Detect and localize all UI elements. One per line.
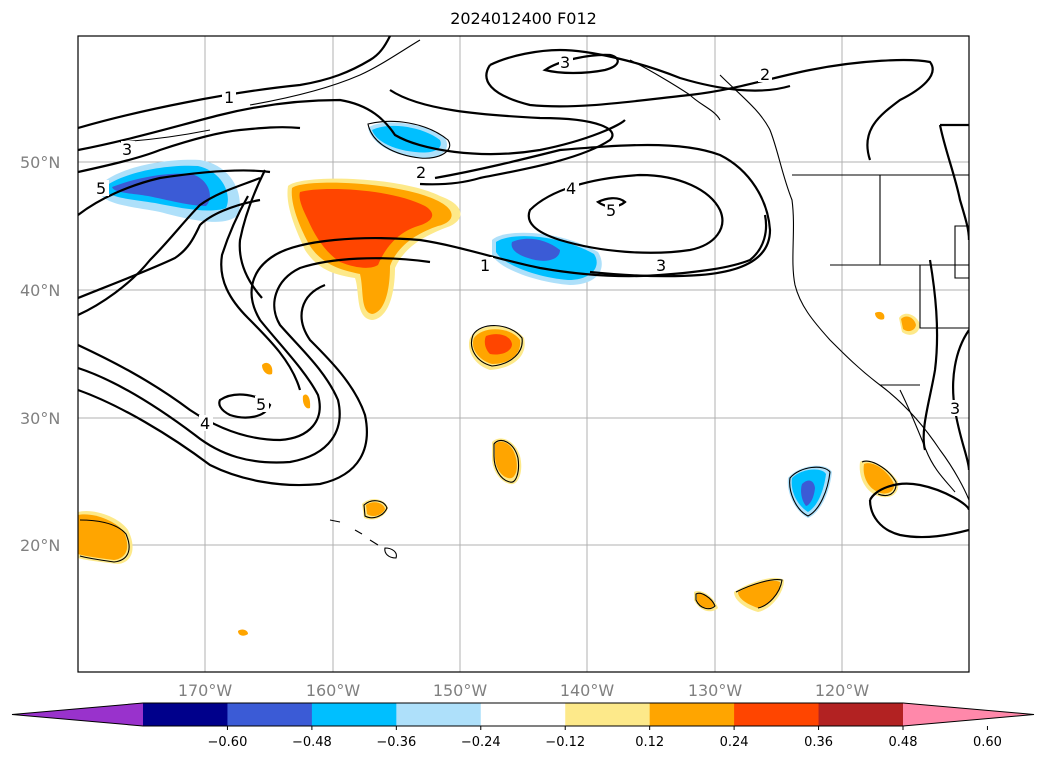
isoline-label: 3 [950,399,960,418]
isoline-label: 3 [656,256,666,275]
colorbar-tick-label: 0.48 [889,735,918,750]
lon-label: 170°W [178,681,233,700]
colorbar-swatch [396,703,482,726]
colorbar-swatch [227,703,313,726]
colorbar-extend-low [12,703,143,726]
colorbar-outline [11,702,1035,727]
isoline-label: 4 [200,414,210,433]
lon-label: 130°W [688,681,743,700]
colorbar-swatch [480,703,566,726]
colorbar-swatch [143,703,228,726]
colorbar-tick-label: 0.36 [804,735,833,750]
isoline-label: 1 [224,88,234,107]
colorbar-swatch [565,703,651,726]
colorbar-tick-label: 0.60 [973,735,1002,750]
colorbar-swatch [649,703,735,726]
map-title: 2024012400 F012 [450,9,597,28]
isoline-label: 2 [416,163,426,182]
colorbar-extend-high [903,703,1034,726]
lat-label: 20°N [20,536,60,555]
lon-label: 120°W [815,681,870,700]
colorbar-swatch [311,703,397,726]
coastlines [79,39,969,610]
isoline-label: 3 [122,140,132,159]
isoline-label: 2 [760,65,770,84]
colorbar-tick-label: 0.12 [635,735,664,750]
isoline-label: 3 [560,53,570,72]
isoline-label: 5 [606,201,616,220]
isoline-label: 5 [256,395,266,414]
anomaly-shading [78,122,920,636]
lat-label: 50°N [20,153,60,172]
isoline-labels: 1 1 2 2 3 3 3 3 4 4 5 5 5 [95,53,963,433]
longitude-labels: 170°W 160°W 150°W 140°W 130°W 120°W [178,681,870,700]
lat-label: 30°N [20,409,60,428]
colorbar-swatch [818,703,904,726]
lat-label: 40°N [20,281,60,300]
colorbar-tick-label: −0.24 [461,735,501,750]
isolines [78,36,969,539]
colorbar: −0.60 −0.48 −0.36 −0.24 −0.12 0.12 0.24 0.36 0.4… [11,702,1035,750]
lon-label: 140°W [560,681,615,700]
colorbar-tick-label: 0.24 [720,735,749,750]
isoline-label: 5 [96,179,106,198]
isoline-label: 4 [566,179,576,198]
graticule [78,36,969,672]
lon-label: 150°W [433,681,488,700]
colorbar-tick-label: −0.12 [545,735,585,750]
isoline-label: 1 [480,256,490,275]
colorbar-tick-label: −0.36 [376,735,416,750]
colorbar-swatch [734,703,820,726]
lon-label: 160°W [306,681,361,700]
colorbar-tick-label: −0.48 [292,735,332,750]
latitude-labels: 50°N 40°N 30°N 20°N [20,153,60,555]
colorbar-tick-label: −0.60 [208,735,248,750]
map-frame [77,35,970,673]
